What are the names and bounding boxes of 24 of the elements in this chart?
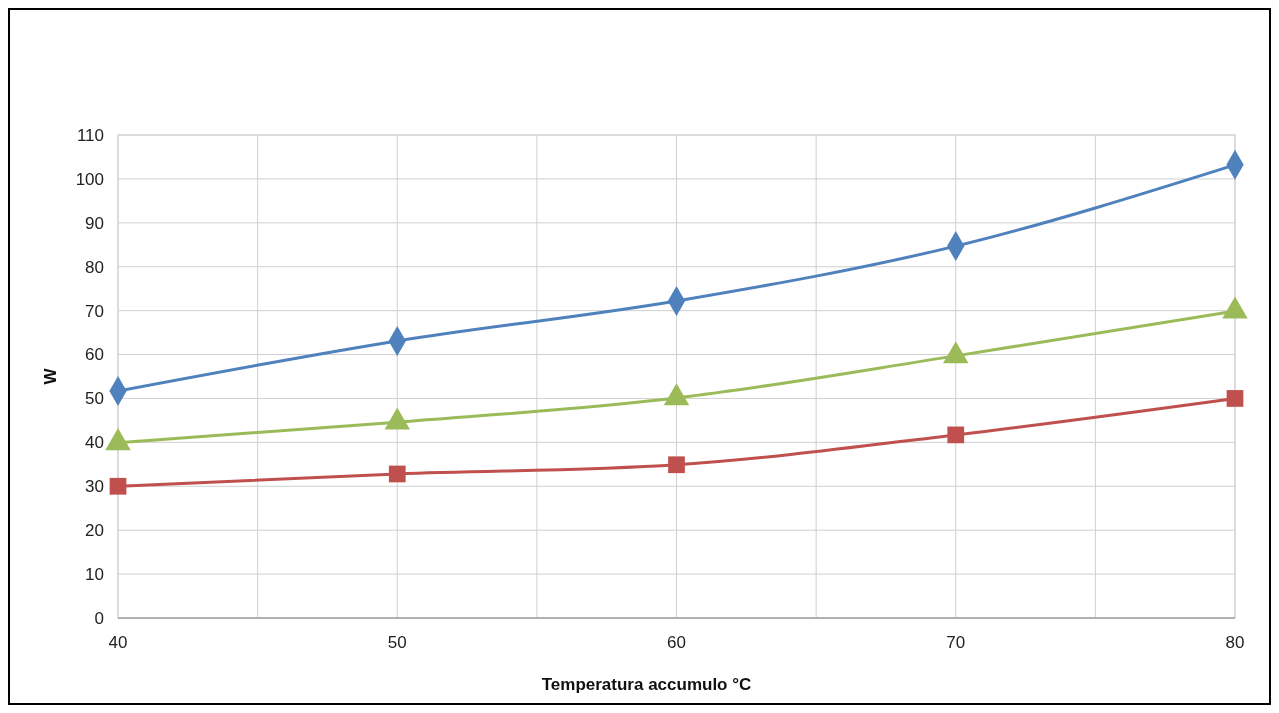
- y-tick-label: 40: [85, 433, 104, 453]
- y-tick-label: 60: [85, 345, 104, 365]
- y-tick-label: 0: [94, 608, 104, 628]
- x-tick-label: 70: [946, 633, 966, 652]
- point: [668, 456, 685, 474]
- y-tick-label: 110: [76, 125, 104, 145]
- y-tick-label: 90: [85, 213, 104, 233]
- x-tick-label: 50: [387, 633, 407, 652]
- point: [1226, 390, 1244, 407]
- x-axis-title: Temperatura accumulo °C: [541, 675, 752, 694]
- point: [388, 465, 406, 483]
- y-tick-label: 30: [85, 477, 104, 497]
- x-tick-label: 40: [108, 633, 128, 652]
- y-axis-title: W: [41, 367, 60, 385]
- point: [109, 477, 127, 495]
- y-tick-label: 20: [85, 521, 104, 541]
- x-tick-label: 80: [1225, 633, 1245, 652]
- point: [947, 426, 965, 444]
- y-tick-label: 50: [85, 389, 104, 409]
- y-tick-label: 10: [85, 565, 104, 585]
- x-tick-label: 60: [667, 633, 686, 652]
- y-tick-label: 70: [85, 301, 104, 321]
- y-tick-label: 100: [75, 169, 104, 189]
- y-tick-label: 80: [85, 257, 104, 277]
